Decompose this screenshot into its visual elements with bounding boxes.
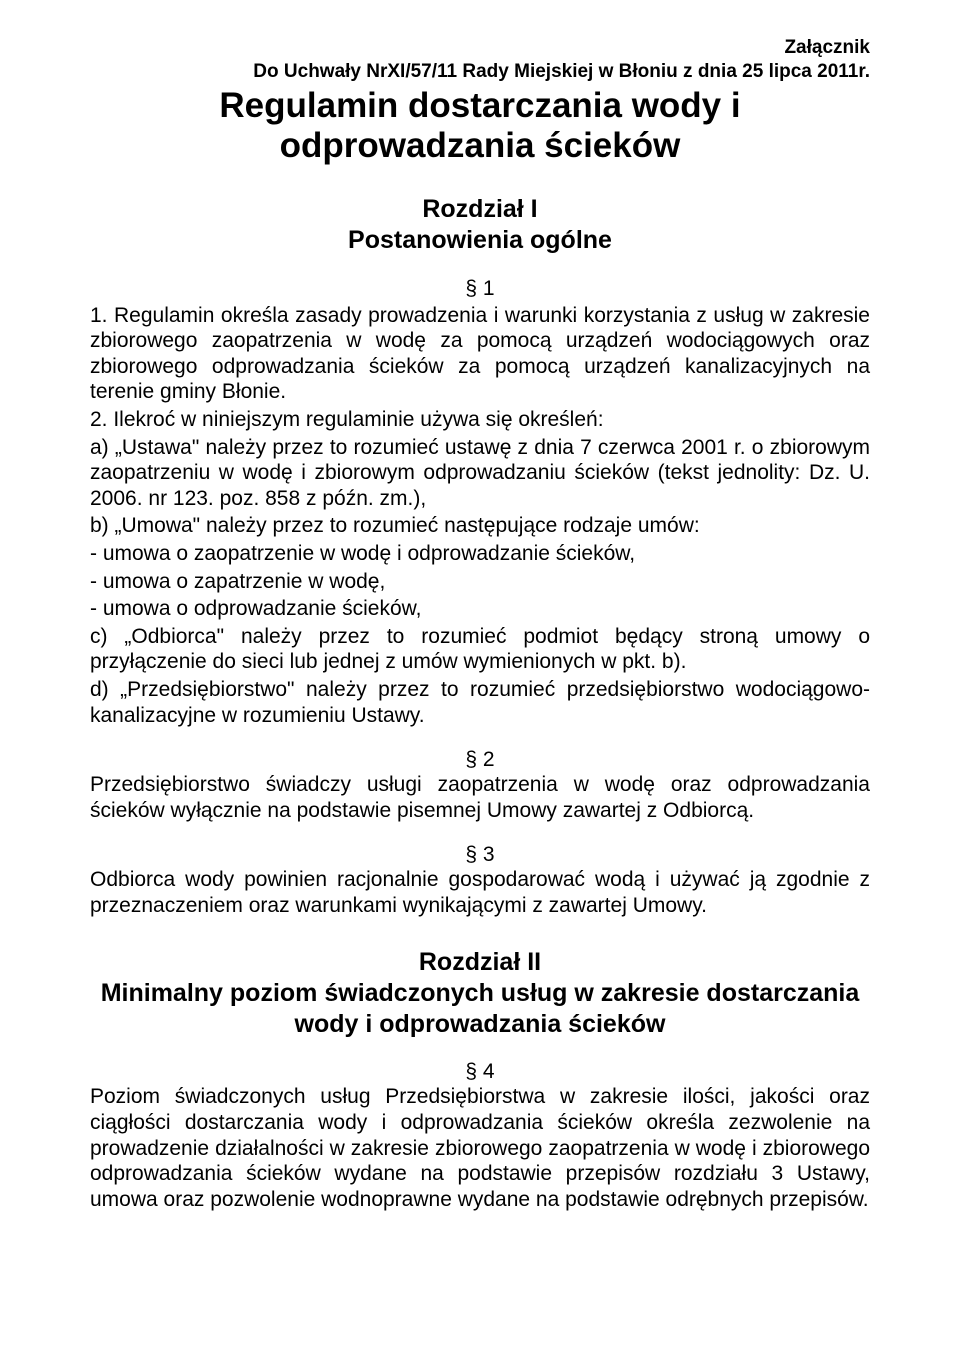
- section-4-number: § 4: [90, 1060, 870, 1084]
- chapter-1-title: Rozdział I: [90, 194, 870, 225]
- section-1-item-b: b) „Umowa" należy przez to rozumieć nast…: [90, 513, 870, 539]
- header-annex: Załącznik: [90, 36, 870, 60]
- document-title: Regulamin dostarczania wody i odprowadza…: [90, 86, 870, 167]
- section-4-para: Poziom świadczonych usług Przedsiębiorst…: [90, 1084, 870, 1212]
- section-1-item-b1: - umowa o zaopatrzenie w wodę i odprowad…: [90, 541, 870, 567]
- section-3-para: Odbiorca wody powinien racjonalnie gospo…: [90, 867, 870, 918]
- section-1-para-2: 2. Ilekroć w niniejszym regulaminie używ…: [90, 407, 870, 433]
- section-2-para: Przedsiębiorstwo świadczy usługi zaopatr…: [90, 772, 870, 823]
- chapter-1-subtitle: Postanowienia ogólne: [90, 225, 870, 256]
- section-3-number: § 3: [90, 843, 870, 867]
- section-1-item-b2: - umowa o zapatrzenie w wodę,: [90, 569, 870, 595]
- section-1-para-1: 1. Regulamin określa zasady prowadzenia …: [90, 303, 870, 405]
- chapter-1-heading: Rozdział I Postanowienia ogólne: [90, 194, 870, 257]
- document-page: Załącznik Do Uchwały NrXI/57/11 Rady Mie…: [0, 0, 960, 1359]
- chapter-2-heading: Rozdział II Minimalny poziom świadczonyc…: [90, 947, 870, 1041]
- section-2-number: § 2: [90, 748, 870, 772]
- section-1-item-a: a) „Ustawa" należy przez to rozumieć ust…: [90, 435, 870, 512]
- section-1-number: § 1: [90, 277, 870, 301]
- section-1-item-b3: - umowa o odprowadzanie ścieków,: [90, 596, 870, 622]
- section-1-item-c: c) „Odbiorca" należy przez to rozumieć p…: [90, 624, 870, 675]
- chapter-2-title: Rozdział II: [90, 947, 870, 978]
- section-1-item-d: d) „Przedsiębiorstwo" należy przez to ro…: [90, 677, 870, 728]
- header-sub: Do Uchwały NrXI/57/11 Rady Miejskiej w B…: [90, 60, 870, 84]
- chapter-2-subtitle: Minimalny poziom świadczonych usług w za…: [90, 978, 870, 1041]
